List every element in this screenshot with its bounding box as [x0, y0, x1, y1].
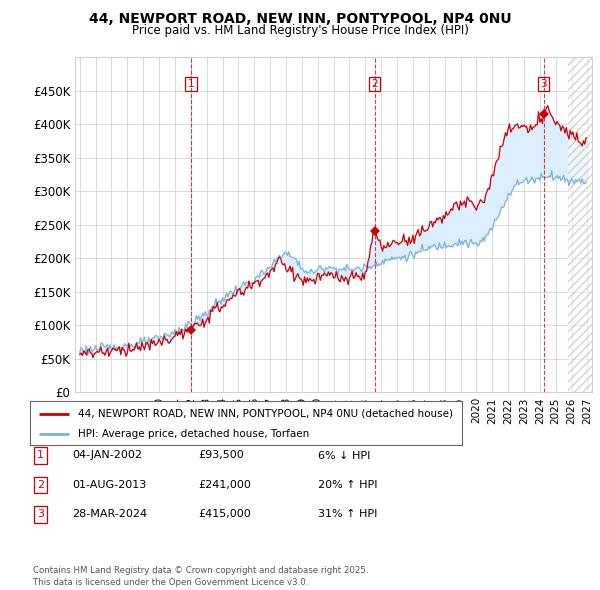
Text: 2: 2	[37, 480, 44, 490]
Text: 01-AUG-2013: 01-AUG-2013	[72, 480, 146, 490]
Text: Price paid vs. HM Land Registry's House Price Index (HPI): Price paid vs. HM Land Registry's House …	[131, 24, 469, 37]
Text: 3: 3	[37, 510, 44, 519]
Text: 20% ↑ HPI: 20% ↑ HPI	[318, 480, 377, 490]
Text: £241,000: £241,000	[198, 480, 251, 490]
Text: 04-JAN-2002: 04-JAN-2002	[72, 451, 142, 460]
Bar	[568, 0, 595, 392]
Text: 3: 3	[541, 79, 547, 89]
Text: 31% ↑ HPI: 31% ↑ HPI	[318, 510, 377, 519]
Text: 2: 2	[371, 79, 378, 89]
Text: Contains HM Land Registry data © Crown copyright and database right 2025.
This d: Contains HM Land Registry data © Crown c…	[33, 566, 368, 587]
Text: £93,500: £93,500	[198, 451, 244, 460]
Text: HPI: Average price, detached house, Torfaen: HPI: Average price, detached house, Torf…	[77, 430, 309, 440]
Text: 1: 1	[37, 451, 44, 460]
Text: 44, NEWPORT ROAD, NEW INN, PONTYPOOL, NP4 0NU (detached house): 44, NEWPORT ROAD, NEW INN, PONTYPOOL, NP…	[77, 409, 452, 418]
Text: £415,000: £415,000	[198, 510, 251, 519]
Text: 6% ↓ HPI: 6% ↓ HPI	[318, 451, 370, 460]
Text: 1: 1	[188, 79, 194, 89]
Text: 28-MAR-2024: 28-MAR-2024	[72, 510, 147, 519]
Text: 44, NEWPORT ROAD, NEW INN, PONTYPOOL, NP4 0NU: 44, NEWPORT ROAD, NEW INN, PONTYPOOL, NP…	[89, 12, 511, 26]
